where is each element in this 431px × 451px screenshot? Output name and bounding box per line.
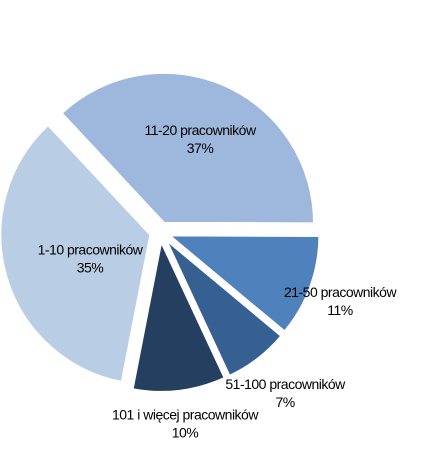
slice-value: 7%: [275, 394, 294, 410]
slice-value: 11%: [327, 302, 353, 318]
pie-slice: [131, 238, 226, 393]
slice-label: 1-10 pracowników: [38, 241, 144, 257]
pie-slice: [60, 71, 316, 225]
pie-slice: [166, 234, 321, 333]
slice-value: 35%: [77, 259, 104, 275]
pie-slice: [0, 123, 152, 384]
slice-value: 37%: [187, 140, 214, 156]
slice-label: 101 i więcej pracowników: [112, 407, 259, 423]
slice-value: 10%: [172, 425, 199, 441]
slice-label: 51-100 pracowników: [225, 376, 346, 392]
slice-label: 11-20 pracowników: [144, 122, 256, 138]
slice-label: 21-50 pracowników: [284, 284, 398, 300]
pie-slice: [165, 239, 283, 378]
